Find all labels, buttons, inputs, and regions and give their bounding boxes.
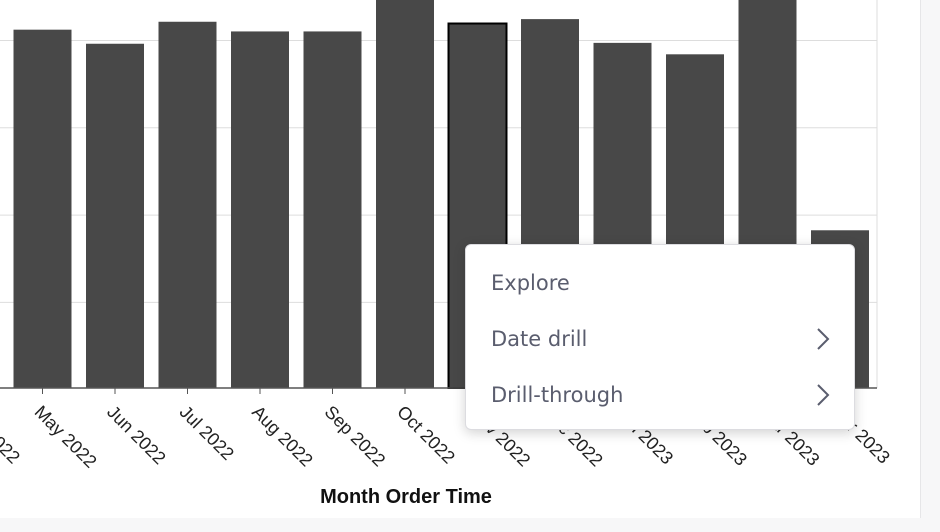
x-tick-label: May 2022 [31, 402, 101, 472]
bottom-panel-edge [0, 518, 940, 532]
menu-item-date-drill-label: Date drill [491, 327, 588, 351]
x-tick-label: Jul 2022 [176, 402, 238, 464]
bar-aug-2022 [231, 31, 289, 389]
chevron-right-icon [817, 328, 830, 350]
bar-may-2022 [13, 29, 72, 389]
menu-item-drill-through-label: Drill-through [491, 383, 624, 407]
right-panel-edge [920, 0, 940, 532]
x-axis-title: Month Order Time [320, 486, 492, 508]
chevron-right-icon [817, 384, 830, 406]
menu-item-date-drill[interactable]: Date drill [466, 313, 854, 365]
menu-item-drill-through[interactable]: Drill-through [466, 369, 854, 421]
bar-sep-2022 [303, 31, 362, 389]
menu-item-explore-label: Explore [491, 271, 570, 295]
x-tick-label: Sep 2022 [321, 402, 390, 471]
bar-oct-2022 [376, 0, 434, 388]
x-tick-label: Apr 2022 [0, 402, 24, 468]
context-menu: Explore Date drill Drill-through [465, 244, 855, 430]
x-tick-label: Jun 2022 [103, 402, 170, 469]
bar-jul-2022 [158, 21, 217, 389]
menu-item-explore[interactable]: Explore [466, 257, 854, 309]
x-tick-label: Oct 2022 [393, 402, 459, 468]
bar-jun-2022 [86, 43, 144, 388]
x-tick-label: Aug 2022 [248, 402, 317, 471]
